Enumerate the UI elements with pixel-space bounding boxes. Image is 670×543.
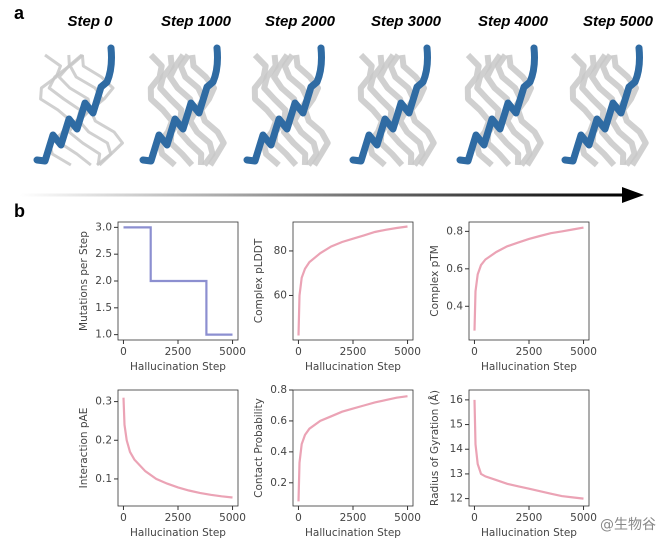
x-tick-label: 0 bbox=[120, 346, 127, 358]
blue-helix bbox=[33, 44, 115, 165]
protein-structure bbox=[33, 44, 124, 167]
step-label: Step 5000 bbox=[583, 13, 654, 30]
grey-chain bbox=[147, 52, 177, 168]
y-tick-label: 0.6 bbox=[270, 415, 287, 427]
x-tick-label: 0 bbox=[295, 512, 302, 524]
y-tick-label: 0.6 bbox=[446, 263, 463, 275]
protein-structure bbox=[139, 44, 227, 168]
panel-label: b bbox=[14, 201, 25, 221]
x-tick-label: 2500 bbox=[165, 512, 192, 524]
panel-label: a bbox=[14, 3, 25, 23]
y-tick-label: 0.1 bbox=[95, 473, 112, 485]
y-axis-label: Complex pLDDT bbox=[253, 238, 265, 323]
y-tick-label: 0.2 bbox=[95, 434, 112, 446]
protein-structure bbox=[561, 44, 649, 168]
y-axis-label: Contact Probability bbox=[253, 398, 265, 498]
y-tick-label: 0.4 bbox=[270, 446, 287, 458]
x-tick-label: 2500 bbox=[165, 346, 192, 358]
x-tick-label: 2500 bbox=[340, 346, 367, 358]
blue-helix bbox=[349, 44, 431, 165]
x-tick-label: 5000 bbox=[219, 512, 246, 524]
y-tick-label: 0.2 bbox=[270, 477, 287, 489]
y-tick-label: 1.5 bbox=[95, 302, 112, 314]
protein-structure bbox=[456, 44, 544, 168]
series-line bbox=[123, 226, 233, 336]
y-tick-label: 12 bbox=[450, 493, 463, 505]
x-tick-label: 5000 bbox=[394, 512, 421, 524]
arrow-head bbox=[622, 187, 644, 203]
x-axis-label: Hallucination Step bbox=[130, 527, 226, 539]
protein-structure bbox=[349, 44, 437, 168]
grey-chain bbox=[464, 52, 494, 168]
y-tick-label: 3.0 bbox=[95, 221, 112, 233]
step-label: Step 3000 bbox=[371, 13, 442, 30]
grey-chain bbox=[569, 52, 599, 168]
y-tick-label: 0.8 bbox=[446, 225, 463, 237]
watermark: @生物谷 bbox=[600, 517, 656, 533]
grey-chain bbox=[474, 54, 512, 167]
y-tick-label: 2.5 bbox=[95, 248, 112, 260]
series-line bbox=[297, 395, 408, 502]
grey-chain bbox=[357, 52, 387, 168]
series-line bbox=[297, 225, 408, 336]
step-label: Step 2000 bbox=[265, 13, 336, 30]
plot-frame bbox=[292, 389, 414, 507]
grey-chain bbox=[251, 52, 281, 168]
series-line bbox=[473, 226, 584, 331]
progress-arrow bbox=[20, 193, 625, 197]
x-tick-label: 5000 bbox=[570, 346, 597, 358]
y-tick-label: 80 bbox=[274, 245, 287, 257]
series-line bbox=[122, 397, 233, 499]
grey-chain bbox=[367, 54, 405, 167]
x-tick-label: 0 bbox=[295, 346, 302, 358]
y-tick-label: 1.0 bbox=[95, 329, 112, 341]
x-axis-label: Hallucination Step bbox=[305, 527, 401, 539]
y-tick-label: 15 bbox=[450, 419, 463, 431]
y-axis-label: Radius of Gyration (Å) bbox=[428, 390, 441, 506]
plot-frame bbox=[117, 389, 239, 507]
step-label: Step 4000 bbox=[478, 13, 549, 30]
x-tick-label: 5000 bbox=[570, 512, 597, 524]
blue-helix bbox=[139, 44, 221, 165]
x-axis-label: Hallucination Step bbox=[481, 527, 577, 539]
x-tick-label: 0 bbox=[471, 512, 478, 524]
y-tick-label: 0.4 bbox=[446, 300, 463, 312]
grey-chain bbox=[261, 54, 299, 167]
y-axis-label: Mutations per Step bbox=[78, 231, 90, 331]
y-axis-label: Complex pTM bbox=[429, 245, 441, 317]
x-axis-label: Hallucination Step bbox=[481, 361, 577, 373]
y-tick-label: 0.8 bbox=[270, 384, 287, 396]
blue-helix bbox=[456, 44, 538, 165]
blue-helix bbox=[561, 44, 643, 165]
protein-structure bbox=[243, 44, 331, 168]
x-axis-label: Hallucination Step bbox=[305, 361, 401, 373]
x-tick-label: 0 bbox=[471, 346, 478, 358]
x-tick-label: 2500 bbox=[516, 512, 543, 524]
grey-chain bbox=[157, 54, 195, 167]
x-tick-label: 5000 bbox=[219, 346, 246, 358]
series-line bbox=[473, 399, 584, 500]
y-tick-label: 2.0 bbox=[95, 275, 112, 287]
y-tick-label: 16 bbox=[450, 394, 464, 406]
x-axis-label: Hallucination Step bbox=[130, 361, 226, 373]
y-tick-label: 14 bbox=[450, 443, 464, 455]
grey-chain bbox=[579, 54, 617, 167]
y-tick-label: 0.3 bbox=[95, 396, 112, 408]
x-tick-label: 2500 bbox=[340, 512, 367, 524]
blue-helix bbox=[243, 44, 325, 165]
y-tick-label: 13 bbox=[450, 468, 463, 480]
x-tick-label: 0 bbox=[120, 512, 127, 524]
step-label: Step 1000 bbox=[161, 13, 232, 30]
y-tick-label: 60 bbox=[274, 289, 287, 301]
y-axis-label: Interaction pAE bbox=[78, 408, 90, 489]
x-tick-label: 2500 bbox=[516, 346, 543, 358]
step-label: Step 0 bbox=[67, 13, 113, 30]
x-tick-label: 5000 bbox=[394, 346, 421, 358]
